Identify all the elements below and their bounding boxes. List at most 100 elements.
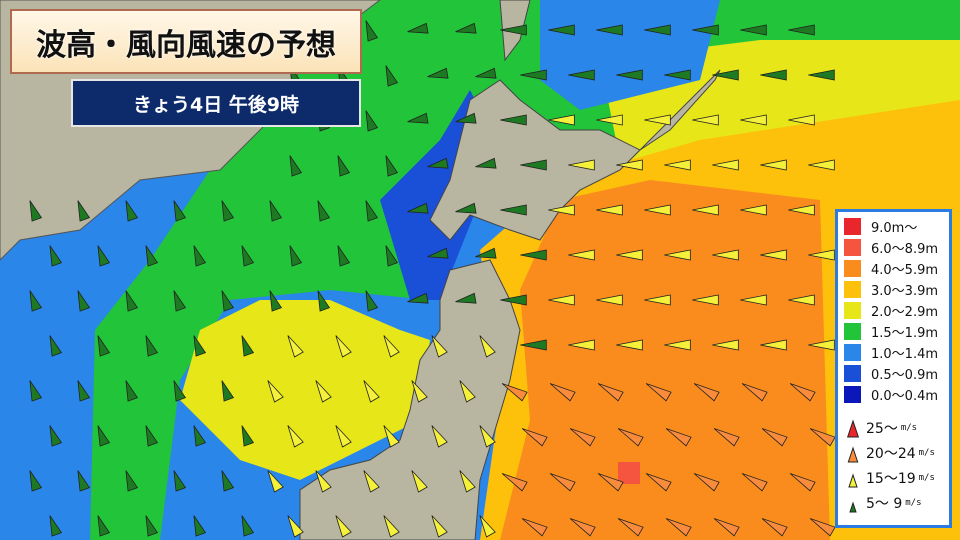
wind-arrow [241, 515, 255, 537]
wind-arrow [500, 204, 527, 216]
wind-arrow [337, 245, 351, 267]
wind-arrow [712, 249, 739, 261]
wind-arrow [501, 383, 528, 402]
wave-legend-item: 9.0m〜 [844, 216, 943, 237]
wind-arrow-icon [846, 418, 860, 437]
wind-arrow [193, 335, 207, 357]
wave-legend-item: 4.0〜5.9m [844, 258, 943, 279]
wind-arrow [365, 200, 379, 222]
wind-arrow [549, 383, 576, 402]
wind-arrow [49, 515, 63, 537]
wind-arrow [193, 425, 207, 447]
wind-arrow [365, 20, 379, 42]
wind-arrow [692, 114, 719, 126]
wind-arrow [97, 245, 111, 267]
wind-arrow [455, 112, 477, 124]
wind-arrow [49, 245, 63, 267]
wind-arrow [740, 24, 767, 36]
wind-arrow [548, 24, 575, 36]
wind-unit: m/s [918, 472, 935, 483]
wave-zone-green [90, 0, 560, 540]
wind-arrows [29, 20, 836, 538]
wind-legend-item: 5〜 9 m/s [844, 490, 943, 515]
wind-arrow [97, 515, 111, 537]
wind-arrow [479, 425, 496, 448]
wind-arrow [475, 247, 497, 259]
wind-arrow-icon [847, 445, 859, 462]
wind-arrow [431, 425, 448, 448]
wind-arrow [267, 470, 284, 493]
wave-legend-item: 1.0〜1.4m [844, 342, 943, 363]
wind-arrow [712, 159, 739, 171]
wind-arrow [475, 157, 497, 169]
wind-arrow [693, 473, 720, 492]
wind-arrow [500, 294, 527, 306]
wind-arrow [644, 294, 671, 306]
wind-arrow [808, 249, 835, 261]
wind-arrow [692, 294, 719, 306]
wind-arrow [760, 339, 787, 351]
wind-arrow [427, 247, 449, 259]
wind-arrow [616, 249, 643, 261]
wind-arrow [335, 425, 352, 448]
wind-arrow-icon [849, 500, 857, 512]
color-swatch [844, 239, 861, 256]
wave-legend-label: 3.0〜3.9m [871, 284, 939, 299]
wind-arrow [145, 335, 159, 357]
map-title: 波高・風向風速の予想 [10, 9, 362, 74]
color-swatch [844, 302, 861, 319]
wind-arrow [808, 69, 835, 81]
wind-arrow [548, 114, 575, 126]
wind-legend-item: 15〜19 m/s [844, 465, 943, 490]
wind-arrow [520, 339, 547, 351]
wind-legend-label: 5〜 9 [866, 495, 903, 512]
wind-arrow [740, 204, 767, 216]
wave-legend-label: 9.0m〜 [871, 221, 918, 236]
wind-arrow [712, 339, 739, 351]
wind-arrow [337, 155, 351, 177]
wind-arrow [269, 200, 283, 222]
wind-unit: m/s [900, 422, 918, 433]
wind-arrow [596, 24, 623, 36]
wind-arrow [788, 294, 815, 306]
wind-legend-item: 25〜 m/s [844, 415, 943, 440]
wind-arrow [431, 515, 448, 538]
wind-arrow [363, 470, 380, 493]
wave-legend-item: 3.0〜3.9m [844, 279, 943, 300]
wind-arrow [455, 292, 477, 304]
forecast-time: きょう4日 午後9時 [71, 79, 361, 127]
wind-arrow [221, 200, 235, 222]
wind-arrow [289, 155, 303, 177]
wind-arrow [808, 339, 835, 351]
wind-arrow [221, 290, 235, 312]
wave-zone-red [618, 462, 640, 484]
wind-arrow [97, 425, 111, 447]
wind-speed-legend: 25〜 m/s 20〜24 m/s 15〜19 m/s 5〜 9 m/s [844, 415, 943, 515]
wind-arrow [520, 249, 547, 261]
wind-arrow [569, 428, 596, 447]
wind-unit: m/s [905, 497, 922, 508]
wind-arrow [549, 473, 576, 492]
wind-arrow [645, 473, 672, 492]
wind-arrow [29, 380, 43, 402]
wind-arrow [125, 380, 139, 402]
wind-arrow [616, 339, 643, 351]
wind-arrow [664, 339, 691, 351]
wind-arrow [475, 67, 497, 79]
wind-arrow [431, 335, 448, 358]
wind-arrow [644, 204, 671, 216]
wind-arrow [788, 24, 815, 36]
wind-arrow [596, 204, 623, 216]
wind-arrow [713, 428, 740, 447]
wind-arrow [407, 292, 429, 304]
wave-legend-label: 2.0〜2.9m [871, 305, 939, 320]
wind-arrow [760, 249, 787, 261]
wind-arrow [520, 159, 547, 171]
wind-legend-label: 20〜24 [866, 445, 916, 462]
wind-arrow [125, 470, 139, 492]
color-swatch [844, 344, 861, 361]
wind-arrow [500, 24, 527, 36]
wind-arrow [385, 245, 399, 267]
wind-arrow [29, 290, 43, 312]
wind-legend-label: 15〜19 [866, 470, 916, 487]
